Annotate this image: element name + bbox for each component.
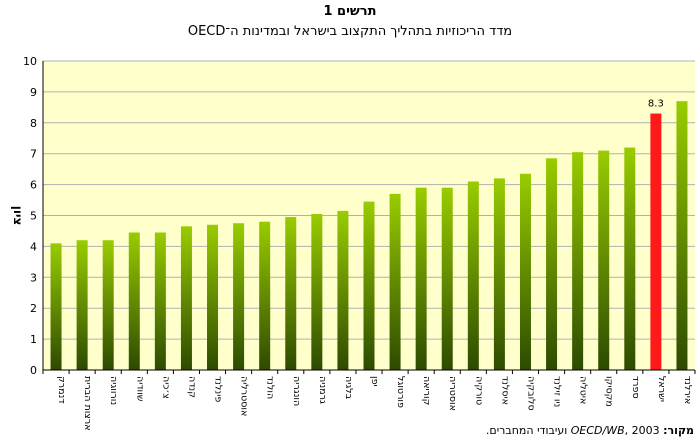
y-axis: 0 1 2 3 4 5 6 7 8 9 10 <box>23 55 44 377</box>
x-tick-label: סלובקיה <box>525 376 536 411</box>
x-tick-label: פורטוגל <box>395 376 406 408</box>
x-tick-label: שוודיה <box>134 376 145 402</box>
x-tick-label: ארצות הברית <box>82 376 93 431</box>
x-tick-label: אוסטריה <box>447 376 458 411</box>
bar <box>154 232 166 370</box>
y-tick-label: 5 <box>30 210 37 223</box>
x-tick-label: אירלנד <box>682 376 693 404</box>
bar <box>415 187 427 370</box>
y-tick-label: 7 <box>30 148 37 161</box>
bar <box>337 210 349 370</box>
x-tick-label: צ׳כיה <box>160 376 171 399</box>
bar <box>572 152 584 370</box>
x-tick-label: דנמרק <box>56 376 67 404</box>
source-note: ועיבודי המחברים. <box>485 424 571 437</box>
bar <box>624 147 636 370</box>
chart-title: מדד הריכוזיות בתהליך התקצוב בישראל ובמדי… <box>187 24 513 39</box>
bar <box>233 223 245 370</box>
bar <box>546 158 558 370</box>
y-tick-label: 9 <box>30 86 37 99</box>
x-tick-label: טורקיה <box>473 376 484 405</box>
bar <box>259 221 271 370</box>
x-tick-label: ניו זילנד <box>552 376 563 407</box>
bar-highlighted <box>650 113 662 370</box>
x-tick-label: אוסטרליה <box>239 376 250 416</box>
y-axis-label: ציון <box>11 206 25 226</box>
bar <box>467 181 479 370</box>
bar <box>285 217 297 370</box>
bar <box>311 213 323 370</box>
y-tick-label: 3 <box>30 271 37 284</box>
bar <box>76 240 88 370</box>
y-tick-label: 0 <box>30 364 37 377</box>
x-tick-label: איסלנד <box>499 376 510 405</box>
bar <box>676 101 688 371</box>
bar <box>180 226 192 370</box>
source-line: מקור: OECD/WB, 2003 ועיבודי המחברים. <box>486 424 694 437</box>
x-tick-label: יפן <box>369 376 380 387</box>
x-tick-label: איטליה <box>578 376 589 404</box>
source-reference: OECD/WB <box>570 424 625 437</box>
data-label: 8.3 <box>648 99 664 110</box>
x-tick-label: ישראל <box>656 376 667 402</box>
x-tick-label: בלגיה <box>343 376 354 400</box>
x-axis: דנמרק ארצות הברית נורווגיה שוודיה צ׳כיה קנדה פ… <box>42 369 696 431</box>
y-tick-label: 8 <box>30 117 37 130</box>
x-tick-label: גרמניה <box>317 376 328 404</box>
x-tick-label: מקסיקו <box>604 376 615 407</box>
x-tick-label: נורווגיה <box>108 376 119 405</box>
bar <box>50 243 62 370</box>
source-year: , 2003 <box>624 424 660 437</box>
x-tick-label: קנדה <box>186 376 197 398</box>
x-tick-label: קוריאה <box>421 376 432 406</box>
y-tick-label: 10 <box>23 55 37 68</box>
x-tick-label: ספרד <box>630 376 641 399</box>
x-tick-label: הולנד <box>265 376 276 399</box>
source-label: מקור: <box>663 424 694 437</box>
bars: 8.3 <box>50 99 688 371</box>
y-tick-label: 4 <box>30 240 37 253</box>
x-tick-label: הונגריה <box>291 376 302 406</box>
bar <box>441 187 453 370</box>
bar <box>389 193 401 370</box>
x-tick-label: פינלנד <box>213 376 224 402</box>
bar <box>363 201 375 370</box>
bar <box>519 173 531 370</box>
bar <box>493 178 505 370</box>
y-tick-label: 2 <box>30 302 37 315</box>
bar <box>598 150 610 370</box>
y-tick-label: 6 <box>30 179 37 192</box>
figure-label: תרשים 1 <box>323 4 377 19</box>
bar <box>207 224 219 370</box>
y-tick-label: 1 <box>30 333 37 346</box>
bar <box>128 232 140 370</box>
bar <box>102 240 114 370</box>
